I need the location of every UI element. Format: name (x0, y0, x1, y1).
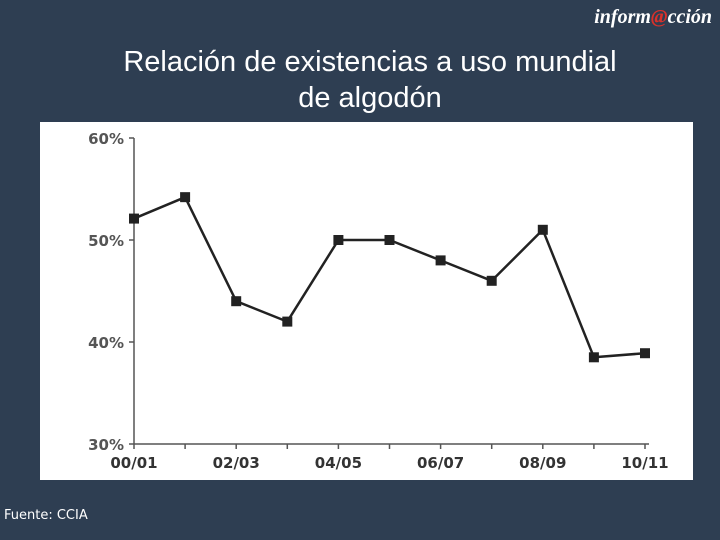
data-point-marker (588, 352, 599, 363)
slide-title: Relación de existencias a uso mundial de… (0, 44, 720, 116)
data-point-marker (333, 235, 344, 245)
data-point-marker (180, 192, 191, 203)
title-line-1: Relación de existencias a uso mundial (123, 46, 617, 78)
brand-suffix: cción (667, 6, 712, 28)
x-tick-label: 10/11 (621, 454, 668, 472)
data-point-marker (486, 275, 497, 286)
chart-frame: 30% 40% 50% 60% 00/01 02/03 04/05 06/07 08/09 10/… (40, 122, 693, 480)
x-tick-label: 00/01 (110, 454, 157, 472)
data-point-marker (537, 224, 548, 235)
x-tick-label: 04/05 (315, 454, 362, 472)
source-note: Fuente: CCIA (4, 508, 88, 523)
y-tick-label: 40% (88, 334, 124, 352)
series-line (133, 195, 646, 359)
brand-logo: inform@cción (594, 6, 712, 29)
x-tick-label: 02/03 (213, 454, 260, 472)
x-tick-label: 08/09 (519, 454, 566, 472)
brand-prefix: inform (594, 6, 651, 28)
data-point-marker (129, 213, 139, 224)
x-tick-label: 06/07 (417, 454, 464, 472)
data-point-marker (435, 255, 446, 266)
title-line-2: de algodón (298, 82, 442, 114)
data-point-marker (282, 316, 293, 327)
brand-at-symbol: @ (650, 6, 668, 28)
y-tick-label: 60% (88, 130, 124, 148)
data-point-marker (640, 348, 650, 359)
data-point-marker (231, 296, 242, 307)
line-chart: 30% 40% 50% 60% 00/01 02/03 04/05 06/07 08/09 10/… (88, 130, 669, 472)
y-tick-label: 30% (88, 436, 124, 454)
y-tick-label: 50% (88, 232, 124, 250)
data-point-marker (384, 235, 395, 245)
